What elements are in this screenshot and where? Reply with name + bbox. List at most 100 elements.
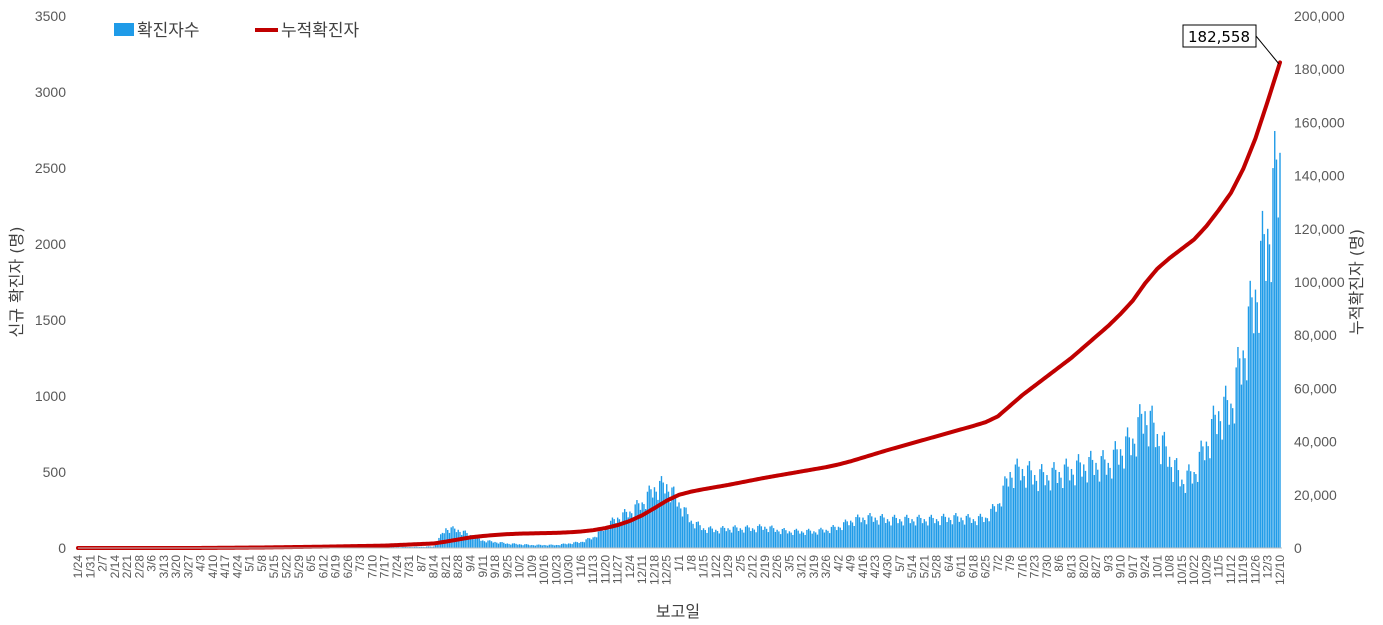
new-cases-bar <box>974 521 976 548</box>
left-axis-tick-label: 2500 <box>35 160 66 176</box>
new-cases-bar <box>599 528 601 548</box>
new-cases-bar <box>1011 477 1013 548</box>
new-cases-bar <box>1217 411 1220 548</box>
new-cases-bar <box>995 511 997 548</box>
new-cases-bar <box>539 544 542 548</box>
new-cases-bar <box>536 544 538 548</box>
new-cases-bar <box>1014 464 1017 548</box>
x-axis-tick-label: 6/4 <box>942 555 956 572</box>
new-cases-bar <box>678 502 680 548</box>
x-axis-tick-label: 1/24 <box>71 555 85 579</box>
new-cases-bar <box>1219 421 1222 548</box>
new-cases-bar <box>685 507 687 548</box>
new-cases-bar <box>965 515 968 548</box>
total-callout: 182,558 <box>1182 24 1280 65</box>
right-axis-ticks: 0 20,000 40,000 60,000 80,000 100,000 120,000 1… <box>1294 8 1345 556</box>
new-cases-bar <box>764 526 766 548</box>
right-axis-tick-label: 0 <box>1294 540 1302 556</box>
new-cases-bar <box>667 491 670 548</box>
new-cases-bar <box>865 524 868 548</box>
new-cases-bar <box>447 530 449 548</box>
x-axis-tick-label: 10/30 <box>562 555 576 585</box>
new-cases-bar <box>1084 470 1087 548</box>
new-cases-bar <box>525 544 528 548</box>
new-cases-bar <box>1228 424 1230 548</box>
new-cases-bar <box>1244 358 1246 548</box>
new-cases-bar <box>786 533 789 548</box>
new-cases-bar <box>588 538 591 548</box>
new-cases-bar <box>942 513 945 548</box>
new-cases-bar <box>1109 467 1111 548</box>
new-cases-bar <box>608 529 610 548</box>
new-cases-bar <box>713 532 715 548</box>
new-cases-bar <box>788 531 791 548</box>
new-cases-bar <box>1021 468 1024 548</box>
new-cases-bar <box>1091 459 1094 548</box>
x-axis-tick-label: 10/9 <box>525 555 539 579</box>
new-cases-bar <box>1140 413 1143 548</box>
new-cases-bar <box>436 542 438 548</box>
new-cases-bar <box>962 520 964 548</box>
x-axis-tick-label: 9/11 <box>476 555 490 578</box>
new-cases-bar <box>725 531 728 548</box>
new-cases-bar <box>918 514 920 548</box>
new-cases-bar <box>997 503 999 548</box>
x-axis-tick-label: 5/29 <box>292 555 306 579</box>
new-cases-bar <box>1121 455 1123 548</box>
x-axis-tick-label: 8/27 <box>1089 555 1103 579</box>
new-cases-bar <box>1042 472 1045 548</box>
new-cases-bar <box>771 525 773 548</box>
new-cases-bar <box>569 543 572 548</box>
new-cases-bar <box>1186 470 1188 548</box>
new-cases-bar <box>1277 217 1279 548</box>
new-cases-bar <box>1249 280 1251 548</box>
new-cases-bar <box>638 503 640 548</box>
new-cases-bar <box>785 530 787 548</box>
x-axis-tick-label: 11/6 <box>574 555 588 578</box>
x-axis-tick-label: 1/1 <box>672 555 686 572</box>
x-axis-tick-label: 8/7 <box>414 555 428 572</box>
new-cases-bar <box>1161 435 1164 548</box>
new-cases-bar <box>816 534 819 548</box>
new-cases-bar <box>871 516 873 548</box>
new-cases-bar <box>1172 481 1174 548</box>
new-cases-bar <box>893 514 896 548</box>
x-axis-ticks: 1/241/312/72/142/212/283/63/133/203/274/… <box>71 555 1287 585</box>
x-axis-tick-label: 10/15 <box>1175 555 1189 585</box>
new-cases-bar <box>885 522 887 548</box>
new-cases-bar <box>1207 446 1209 548</box>
new-cases-bar <box>848 525 850 548</box>
new-cases-bar <box>757 525 759 548</box>
callout-value: 182,558 <box>1188 28 1250 46</box>
new-cases-bar <box>928 516 931 548</box>
x-axis-tick-label: 10/1 <box>1150 555 1164 579</box>
new-cases-bar <box>648 485 650 548</box>
new-cases-bar <box>527 544 530 548</box>
new-cases-bar <box>1072 474 1074 548</box>
x-axis-tick-label: 10/23 <box>549 555 563 585</box>
x-axis-tick-label: 1/8 <box>684 555 698 572</box>
new-cases-bar <box>1060 477 1062 548</box>
new-cases-bar <box>1125 436 1127 548</box>
new-cases-bar <box>1256 302 1258 548</box>
x-axis-tick-label: 11/13 <box>586 555 600 584</box>
new-cases-bar <box>783 528 785 548</box>
new-cases-bar <box>618 519 621 548</box>
new-cases-bar <box>1165 446 1167 548</box>
new-cases-bar <box>762 529 764 548</box>
x-axis-tick-label: 5/8 <box>255 555 269 572</box>
new-cases-bar <box>510 544 512 548</box>
new-cases-bar <box>613 519 615 548</box>
new-cases-bar <box>676 506 678 548</box>
x-axis-tick-label: 4/17 <box>218 555 232 579</box>
new-cases-bar <box>1142 433 1145 548</box>
x-axis-tick-label: 8/13 <box>1064 555 1078 579</box>
new-cases-bar <box>1174 460 1176 548</box>
x-axis-tick-label: 9/25 <box>500 555 514 579</box>
new-cases-bar <box>1077 454 1080 548</box>
new-cases-bar <box>813 531 815 548</box>
new-cases-bar <box>774 531 777 548</box>
new-cases-bar <box>1025 487 1027 548</box>
new-cases-bar <box>1039 469 1041 548</box>
